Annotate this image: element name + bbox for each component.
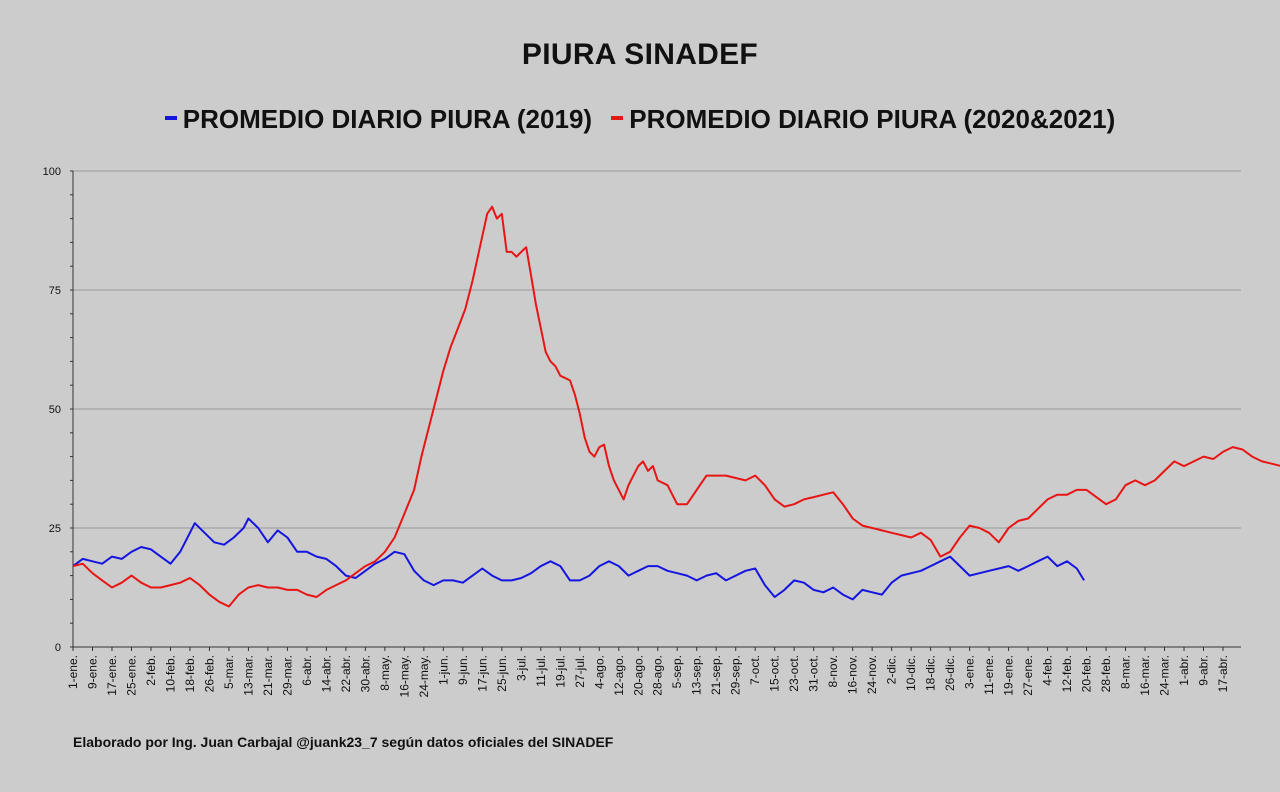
x-tick-label: 10-feb. — [163, 655, 177, 692]
x-tick-label: 5-mar. — [222, 655, 236, 689]
x-tick-label: 1-jun. — [436, 655, 450, 685]
x-tick-label: 20-ago. — [631, 655, 645, 696]
x-tick-label: 25-ene. — [124, 655, 138, 696]
x-tick-label: 2-dic. — [885, 655, 899, 684]
x-tick-label: 19-ene. — [1002, 655, 1016, 696]
x-tick-label: 21-sep. — [709, 655, 723, 695]
x-tick-label: 31-oct. — [807, 655, 821, 692]
x-tick-label: 4-feb. — [1041, 655, 1055, 686]
x-tick-label: 16-mar. — [1138, 655, 1152, 696]
x-tick-label: 6-abr. — [300, 655, 314, 686]
x-tick-label: 12-ago. — [612, 655, 626, 696]
y-tick-label-0: 0 — [55, 642, 61, 654]
x-tick-label: 24-may. — [417, 655, 431, 697]
chart-title: PIURA SINADEF — [521, 38, 759, 71]
legend-label-2019: PROMEDIO DIARIO PIURA (2019) — [182, 104, 593, 134]
x-tick-label: 3-ene. — [963, 655, 977, 689]
x-tick-label: 3-jul. — [514, 655, 528, 681]
x-tick-label: 29-sep. — [729, 655, 743, 695]
legend-item-2019: PROMEDIO DIARIO PIURA (2019) — [164, 104, 593, 135]
x-tick-label: 26-dic. — [943, 655, 957, 691]
x-tick-label: 27-jul. — [573, 655, 587, 688]
legend-swatch-2020-2021 — [611, 116, 624, 121]
legend-swatch-2019 — [164, 116, 177, 121]
x-tick-label: 22-abr. — [339, 655, 353, 692]
x-tick-label: 11-jul. — [534, 655, 548, 687]
series-line-2019 — [72, 517, 1085, 601]
x-tick-label: 13-mar. — [241, 655, 255, 696]
x-tick-label: 25-jun. — [495, 655, 509, 692]
x-tick-label: 24-mar. — [1158, 655, 1172, 696]
x-tick-label: 26-feb. — [202, 655, 216, 692]
x-tick-label: 19-jul. — [553, 655, 567, 688]
x-tick-label: 28-ago. — [651, 655, 665, 696]
x-tick-label: 15-oct. — [768, 655, 782, 692]
footer-credit: Elaborado por Ing. Juan Carbajal @juank2… — [73, 734, 614, 750]
x-tick-label: 8-mar. — [1119, 655, 1133, 689]
x-tick-label: 23-oct. — [787, 655, 801, 692]
x-tick-label: 18-feb. — [183, 655, 197, 692]
x-tick-label: 13-sep. — [690, 655, 704, 695]
x-tick-label: 2-feb. — [144, 655, 158, 686]
x-tick-label: 1-ene. — [66, 655, 80, 689]
x-tick-label: 9-ene. — [85, 655, 99, 689]
x-tick-label: 7-oct. — [748, 655, 762, 685]
y-tick-label-75: 75 — [49, 285, 61, 297]
x-tick-label: 21-mar. — [261, 655, 275, 696]
x-tick-label: 9-abr. — [1197, 655, 1211, 686]
legend: PROMEDIO DIARIO PIURA (2019) PROMEDIO DI… — [0, 104, 1280, 135]
x-tick-label: 16-nov. — [846, 655, 860, 694]
x-tick-label: 4-ago. — [592, 655, 606, 689]
x-tick-label: 17-abr. — [1216, 655, 1230, 692]
x-tick-label: 9-jun. — [456, 655, 470, 685]
x-tick-label: 18-dic. — [924, 655, 938, 691]
x-tick-label: 1-abr. — [1177, 655, 1191, 686]
x-tick-label: 27-ene. — [1021, 655, 1035, 696]
y-tick-label-100: 100 — [43, 166, 61, 178]
y-tick-label-25: 25 — [49, 523, 61, 535]
legend-label-2020-2021: PROMEDIO DIARIO PIURA (2020&2021) — [629, 104, 1116, 134]
x-tick-label: 12-feb. — [1060, 655, 1074, 692]
x-tick-label: 24-nov. — [865, 655, 879, 694]
x-tick-label: 16-may. — [397, 655, 411, 697]
x-tick-label: 5-sep. — [670, 655, 684, 688]
series-line-2020-2021 — [72, 205, 1280, 608]
y-tick-label-50: 50 — [49, 404, 61, 416]
legend-item-2020-2021: PROMEDIO DIARIO PIURA (2020&2021) — [611, 104, 1115, 135]
x-tick-label: 14-abr. — [319, 655, 333, 692]
x-tick-label: 28-feb. — [1099, 655, 1113, 692]
x-tick-label: 10-dic. — [904, 655, 918, 691]
x-tick-label: 8-nov. — [826, 655, 840, 687]
x-tick-label: 30-abr. — [358, 655, 372, 692]
x-tick-label: 8-may. — [378, 655, 392, 691]
x-tick-label: 29-mar. — [280, 655, 294, 696]
x-tick-label: 17-jun. — [475, 655, 489, 692]
x-tick-label: 20-feb. — [1080, 655, 1094, 692]
x-tick-label: 17-ene. — [105, 655, 119, 696]
x-tick-label: 11-ene. — [982, 655, 996, 695]
